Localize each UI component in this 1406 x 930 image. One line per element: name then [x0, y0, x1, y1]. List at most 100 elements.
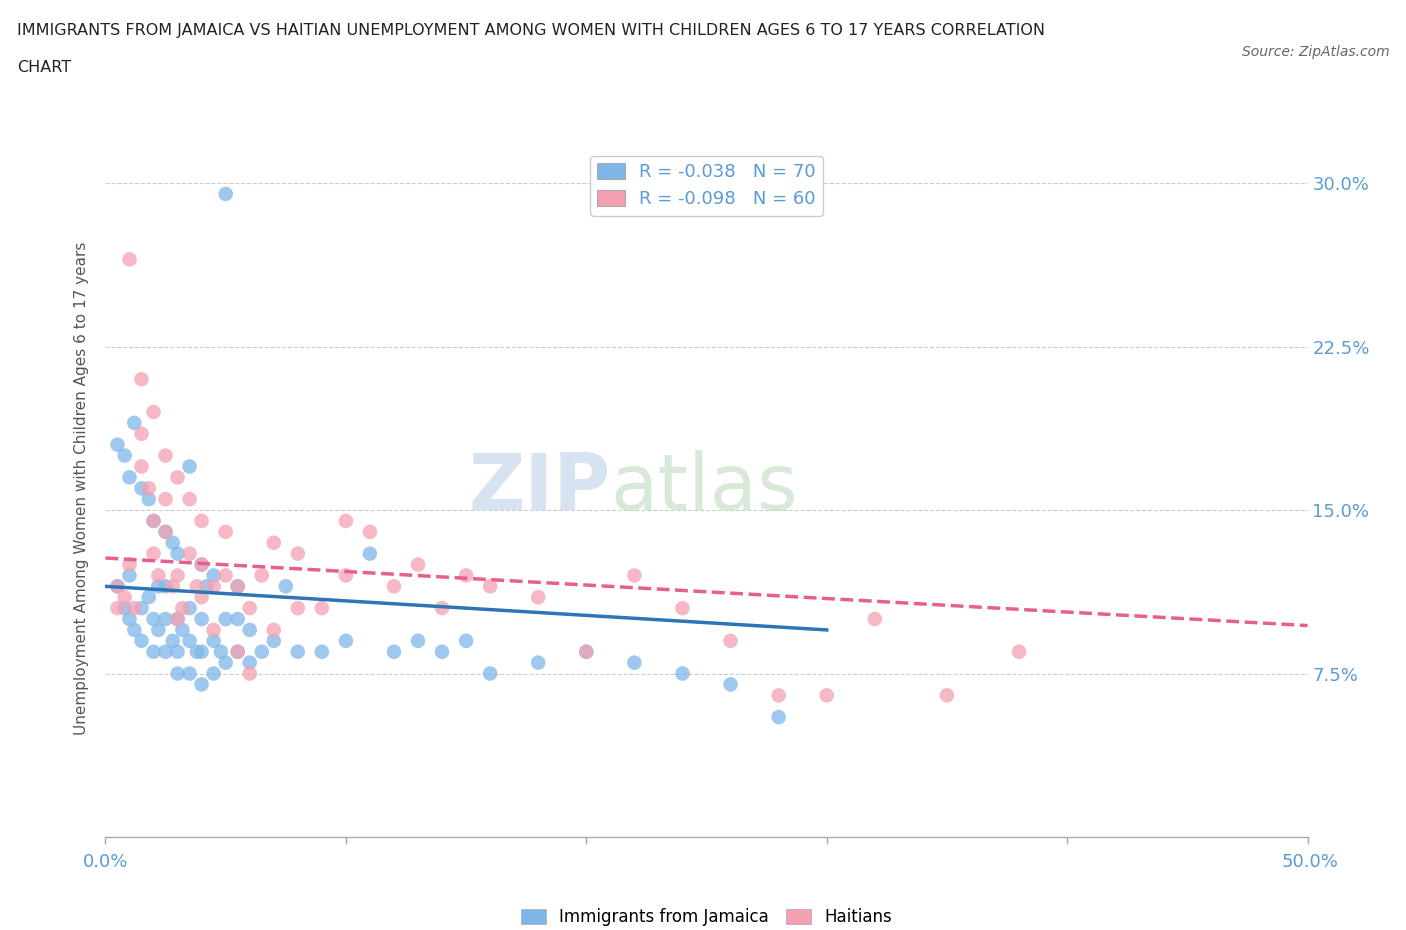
Point [155, 525, 177, 539]
Point [214, 612, 236, 627]
Point [190, 557, 212, 572]
Point [166, 612, 188, 627]
Point [166, 568, 188, 583]
Point [172, 622, 194, 637]
Point [138, 481, 160, 496]
Point [287, 546, 309, 561]
Point [202, 578, 225, 593]
Point [671, 666, 693, 681]
Point [335, 568, 357, 583]
Y-axis label: Unemployment Among Women with Children Ages 6 to 17 years: Unemployment Among Women with Children A… [75, 242, 90, 735]
Point [239, 656, 262, 671]
Point [239, 666, 262, 681]
Point [179, 633, 201, 648]
Point [148, 622, 170, 637]
Point [142, 612, 165, 627]
Point [575, 644, 598, 659]
Point [155, 492, 177, 507]
Point [118, 612, 141, 627]
Point [107, 601, 129, 616]
Point [335, 513, 357, 528]
Point [190, 557, 212, 572]
Point [454, 633, 477, 648]
Point [226, 644, 249, 659]
Point [250, 568, 273, 583]
Point [479, 578, 502, 593]
Point [124, 416, 146, 431]
Point [195, 578, 218, 593]
Point [335, 633, 357, 648]
Point [118, 557, 141, 572]
Point [190, 644, 212, 659]
Point [124, 601, 146, 616]
Point [239, 601, 262, 616]
Point [226, 578, 249, 593]
Point [131, 426, 153, 441]
Point [114, 448, 136, 463]
Text: ZIP: ZIP [468, 450, 610, 526]
Point [311, 601, 333, 616]
Point [239, 622, 262, 637]
Point [131, 601, 153, 616]
Point [131, 459, 153, 474]
Point [142, 546, 165, 561]
Point [527, 590, 550, 604]
Text: Source: ZipAtlas.com: Source: ZipAtlas.com [1241, 45, 1389, 59]
Point [263, 633, 285, 648]
Point [359, 546, 381, 561]
Point [142, 513, 165, 528]
Text: IMMIGRANTS FROM JAMAICA VS HAITIAN UNEMPLOYMENT AMONG WOMEN WITH CHILDREN AGES 6: IMMIGRANTS FROM JAMAICA VS HAITIAN UNEMP… [17, 23, 1045, 38]
Point [179, 601, 201, 616]
Point [131, 633, 153, 648]
Point [124, 622, 146, 637]
Point [287, 644, 309, 659]
Point [202, 666, 225, 681]
Point [226, 612, 249, 627]
Point [214, 187, 236, 202]
Text: atlas: atlas [610, 450, 797, 526]
Point [623, 656, 645, 671]
Text: 50.0%: 50.0% [1282, 853, 1339, 870]
Point [162, 633, 184, 648]
Point [214, 568, 236, 583]
Point [454, 568, 477, 583]
Point [359, 525, 381, 539]
Point [166, 644, 188, 659]
Point [863, 612, 886, 627]
Point [131, 481, 153, 496]
Point [202, 622, 225, 637]
Point [720, 677, 742, 692]
Point [1008, 644, 1031, 659]
Point [202, 633, 225, 648]
Point [214, 525, 236, 539]
Point [263, 622, 285, 637]
Point [142, 513, 165, 528]
Point [382, 644, 405, 659]
Point [190, 677, 212, 692]
Point [406, 633, 429, 648]
Point [118, 252, 141, 267]
Point [155, 612, 177, 627]
Point [148, 578, 170, 593]
Point [179, 492, 201, 507]
Point [114, 601, 136, 616]
Point [155, 578, 177, 593]
Point [162, 536, 184, 551]
Point [430, 601, 453, 616]
Point [179, 459, 201, 474]
Point [166, 612, 188, 627]
Point [623, 568, 645, 583]
Point [142, 405, 165, 419]
Point [107, 437, 129, 452]
Point [190, 590, 212, 604]
Point [479, 666, 502, 681]
Point [118, 568, 141, 583]
Point [114, 590, 136, 604]
Point [172, 601, 194, 616]
Point [179, 546, 201, 561]
Point [768, 710, 790, 724]
Point [263, 536, 285, 551]
Point [142, 644, 165, 659]
Text: 0.0%: 0.0% [83, 853, 128, 870]
Point [155, 448, 177, 463]
